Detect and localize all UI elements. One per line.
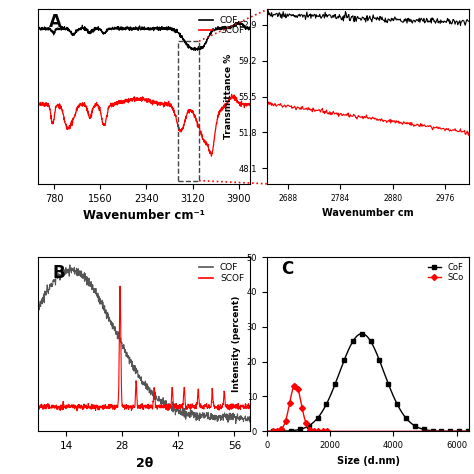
Legend: CoF, SCo: CoF, SCo (426, 261, 465, 284)
Text: C: C (281, 260, 293, 278)
Legend: COF, SCOF: COF, SCOF (197, 14, 246, 37)
Text: A: A (48, 13, 62, 31)
X-axis label: Wavenumber cm⁻¹: Wavenumber cm⁻¹ (83, 209, 205, 222)
Y-axis label: Intensity (percent): Intensity (percent) (232, 296, 241, 392)
Bar (178, 41, 199, 181)
X-axis label: Wavenumber cm: Wavenumber cm (322, 208, 414, 218)
Y-axis label: Transmittance %: Transmittance % (224, 54, 233, 139)
X-axis label: Size (d.nm): Size (d.nm) (337, 456, 400, 465)
Legend: COF, SCOF: COF, SCOF (197, 262, 246, 284)
X-axis label: 2θ: 2θ (136, 456, 153, 470)
Text: B: B (53, 264, 65, 282)
